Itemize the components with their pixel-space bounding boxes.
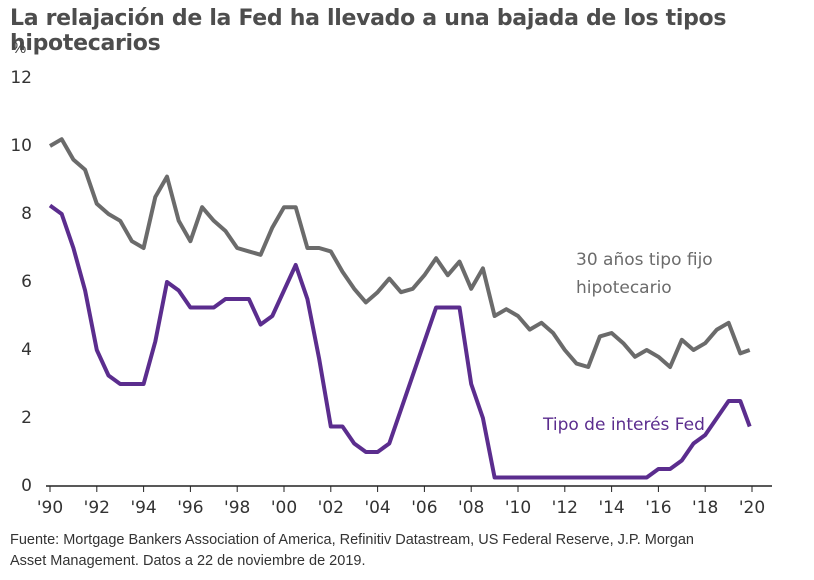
x-tick-label: '18: [692, 498, 718, 518]
y-tick-label: 12: [10, 68, 32, 88]
series-label: 30 años tipo fijo hipotecario: [576, 250, 713, 298]
y-tick-label: 6: [21, 272, 32, 292]
y-tick-label: 0: [21, 476, 32, 496]
x-tick-label: '98: [224, 498, 250, 518]
series-line: [48, 203, 752, 480]
x-tick-label: '94: [130, 498, 156, 518]
y-tick-label: 10: [10, 136, 32, 156]
x-tick-label: '06: [411, 498, 437, 518]
x-tick-label: '08: [458, 498, 484, 518]
x-tick-label: '92: [84, 498, 110, 518]
series-label: Tipo de interés Fed: [543, 415, 705, 435]
x-tick-label: '10: [505, 498, 531, 518]
y-tick-label: 2: [21, 408, 32, 428]
x-tick-label: '02: [318, 498, 344, 518]
y-axis-label: %: [12, 40, 27, 57]
x-tick-label: '96: [177, 498, 203, 518]
y-tick-label: 8: [21, 204, 32, 224]
x-tick-label: '16: [645, 498, 671, 518]
x-tick-label: '00: [271, 498, 297, 518]
series-line: [48, 137, 751, 369]
chart-title: La relajación de la Fed ha llevado a una…: [10, 6, 727, 56]
x-tick-label: '04: [364, 498, 390, 518]
y-tick-label: 4: [21, 340, 32, 360]
x-tick-label: '14: [598, 498, 624, 518]
source-note: Fuente: Mortgage Bankers Association of …: [10, 532, 694, 569]
x-tick-label: '90: [37, 498, 63, 518]
x-tick-label: '12: [552, 498, 578, 518]
x-tick-label: '20: [739, 498, 765, 518]
